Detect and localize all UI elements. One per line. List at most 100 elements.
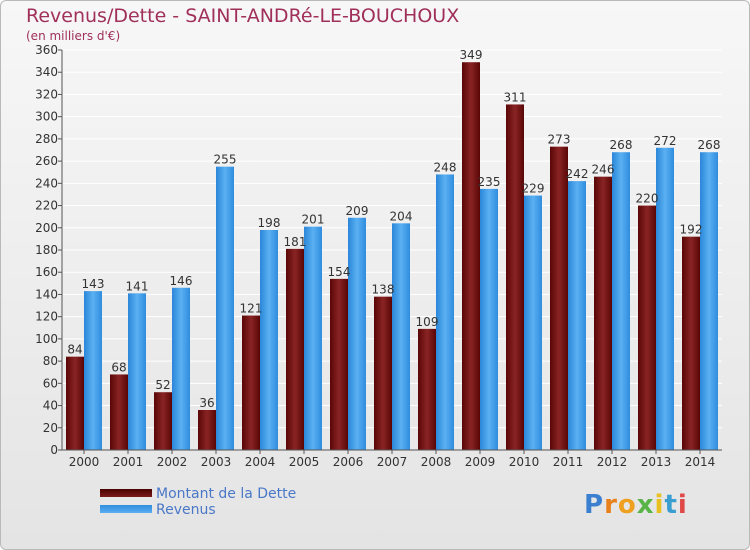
revenus-data-label: 204 [390, 209, 413, 223]
y-tick-label: 260 [35, 154, 58, 168]
revenus-bar [172, 287, 190, 450]
revenus-data-label: 272 [654, 134, 677, 148]
x-tick-label: 2001 [113, 455, 144, 469]
revenus-data-label: 242 [566, 167, 589, 181]
dette-bar [594, 176, 612, 450]
y-axis-ticks: 0 20 40 60 80 100 120 140 160 180 200 220 240 260 280 3… [35, 43, 62, 457]
dette-bar [66, 356, 84, 450]
y-tick-label: 80 [43, 354, 58, 368]
revenus-data-label: 248 [434, 160, 457, 174]
dette-bar [154, 392, 172, 450]
revenus-bar [348, 217, 366, 450]
x-tick-label: 2013 [641, 455, 672, 469]
y-tick-label: 340 [35, 65, 58, 79]
revenus-bar [260, 230, 278, 450]
x-tick-label: 2014 [685, 455, 716, 469]
logo-letter: o [617, 490, 637, 520]
y-tick-label: 60 [43, 376, 58, 390]
x-tick-label: 2002 [157, 455, 188, 469]
dette-bar [330, 278, 348, 450]
y-tick-label: 140 [35, 287, 58, 301]
revenus-bar [700, 152, 718, 450]
revenus-bar [128, 293, 146, 450]
dette-bar [506, 104, 524, 450]
y-tick-label: 220 [35, 199, 58, 213]
dette-bar [682, 236, 700, 450]
y-tick-label: 40 [43, 399, 58, 413]
dette-data-label: 220 [636, 192, 659, 206]
dette-bar [550, 146, 568, 450]
x-axis-ticks: 2000 2001 2002 2003 2004 2005 2006 2007 2008 2009… [69, 450, 716, 469]
y-tick-label: 120 [35, 310, 58, 324]
revenus-bar [480, 188, 498, 450]
revenus-data-label: 268 [610, 138, 633, 152]
revenus-data-label: 255 [214, 153, 237, 167]
y-tick-label: 320 [35, 87, 58, 101]
x-tick-label: 2009 [465, 455, 496, 469]
revenus-bar [304, 226, 322, 450]
legend-item-dette: Montant de la Dette [100, 486, 296, 502]
logo-letter: t [664, 490, 678, 520]
logo-letter: x [636, 490, 655, 520]
bars-layer [66, 62, 718, 450]
dette-bar [110, 374, 128, 450]
revenus-bar [436, 174, 454, 450]
dette-bar [198, 410, 216, 450]
legend-label-dette: Montant de la Dette [156, 486, 297, 502]
y-tick-label: 280 [35, 132, 58, 146]
dette-data-label: 273 [548, 133, 571, 147]
x-tick-label: 2005 [289, 455, 320, 469]
legend-item-revenus: Revenus [100, 502, 296, 518]
dette-data-label: 121 [240, 302, 263, 316]
dette-data-label: 349 [460, 48, 483, 62]
x-tick-label: 2006 [333, 455, 364, 469]
y-tick-label: 200 [35, 221, 58, 235]
dette-bar [286, 248, 304, 450]
proxiti-logo: Proxiti [584, 490, 688, 520]
chart-title: Revenus/Dette - SAINT-ANDRé-LE-BOUCHOUX [26, 5, 460, 27]
dette-data-label: 246 [592, 163, 615, 177]
revenus-data-label: 143 [82, 277, 105, 291]
logo-letter: r [604, 490, 618, 520]
y-tick-label: 300 [35, 110, 58, 124]
revenus-bar [568, 181, 586, 450]
dette-bar [638, 205, 656, 450]
dette-data-label: 138 [372, 283, 395, 297]
y-tick-label: 20 [43, 421, 58, 435]
x-tick-label: 2012 [597, 455, 628, 469]
x-tick-label: 2010 [509, 455, 540, 469]
y-tick-label: 240 [35, 176, 58, 190]
dette-bar [462, 62, 480, 450]
y-tick-label: 0 [50, 443, 58, 457]
logo-letter: P [584, 490, 605, 520]
dette-bar [418, 328, 436, 450]
dette-data-label: 68 [111, 360, 126, 374]
revenus-data-label: 141 [126, 279, 149, 293]
legend-swatch-revenus [100, 505, 152, 513]
x-tick-label: 2011 [553, 455, 584, 469]
y-tick-label: 180 [35, 243, 58, 257]
logo-letter: i [677, 490, 688, 520]
revenus-data-label: 198 [258, 216, 281, 230]
revenus-data-label: 146 [170, 274, 193, 288]
dette-data-label: 181 [284, 235, 307, 249]
revenus-data-label: 229 [522, 182, 545, 196]
dette-data-label: 154 [328, 265, 351, 279]
dette-bar [242, 315, 260, 450]
revenus-data-label: 235 [478, 175, 501, 189]
revenus-data-label: 268 [698, 138, 721, 152]
dette-data-label: 36 [199, 396, 214, 410]
dette-data-label: 52 [155, 378, 170, 392]
x-tick-label: 2000 [69, 455, 100, 469]
dette-data-label: 311 [504, 90, 527, 104]
dette-data-label: 84 [67, 343, 82, 357]
revenus-bar [216, 166, 234, 450]
dette-data-label: 192 [680, 223, 703, 237]
dette-bar [374, 296, 392, 450]
x-tick-label: 2004 [245, 455, 276, 469]
chart-subtitle: (en milliers d'€) [26, 29, 121, 43]
revenus-bar [392, 223, 410, 450]
revenus-bar [656, 147, 674, 450]
